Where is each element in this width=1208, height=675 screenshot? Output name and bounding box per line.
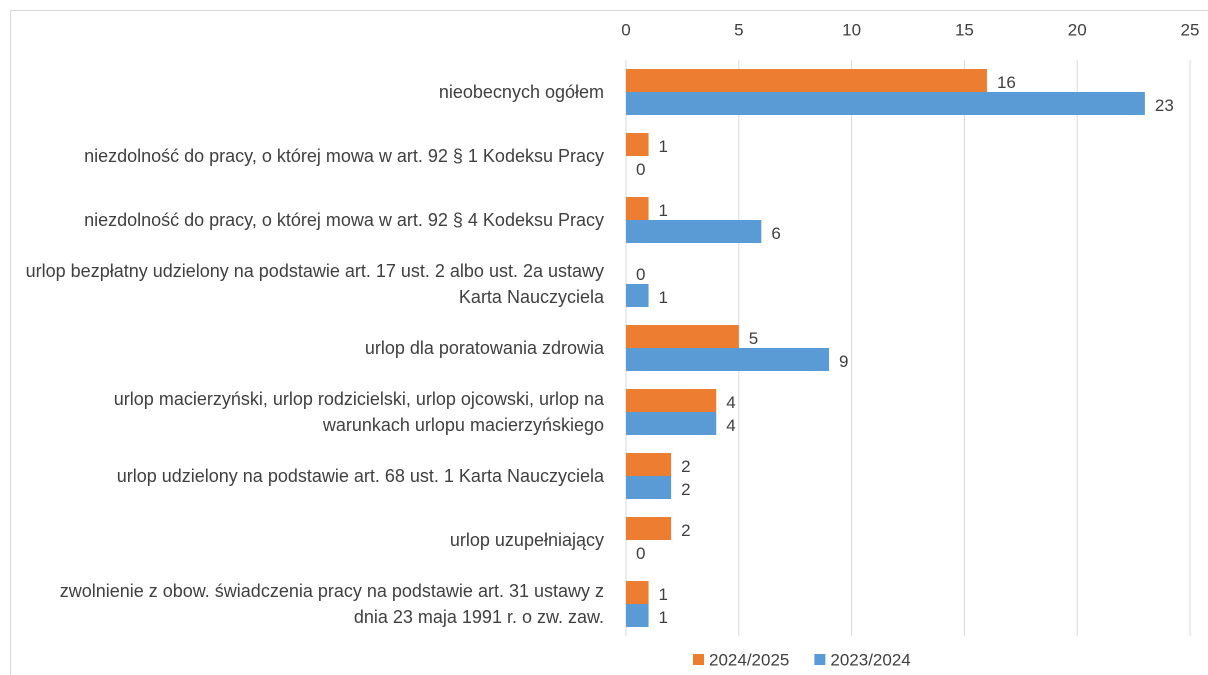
x-tick-label: 25 <box>1181 20 1200 39</box>
value-label: 1 <box>659 608 668 627</box>
category-label: urlop udzielony na podstawie art. 68 ust… <box>116 466 604 486</box>
bar <box>626 133 649 156</box>
legend-label: 2024/2025 <box>709 650 789 669</box>
value-label: 4 <box>726 393 735 412</box>
value-label: 5 <box>749 329 758 348</box>
legend-swatch <box>693 654 704 665</box>
legend-label: 2023/2024 <box>830 650 910 669</box>
category-label: nieobecnych ogółem <box>438 82 604 102</box>
bar <box>626 69 987 92</box>
bar <box>626 604 649 627</box>
value-label: 2 <box>681 521 690 540</box>
category-label: urlop bezpłatny udzielony na podstawie a… <box>25 261 604 307</box>
bar <box>626 325 739 348</box>
bar <box>626 92 1145 115</box>
category-label: zwolnienie z obow. świadczenia pracy na … <box>59 581 604 627</box>
value-label: 2 <box>681 457 690 476</box>
bar <box>626 220 762 243</box>
value-label: 0 <box>636 265 645 284</box>
x-tick-label: 15 <box>955 20 974 39</box>
value-label: 0 <box>636 544 645 563</box>
value-label: 2 <box>681 480 690 499</box>
x-tick-label: 5 <box>734 20 743 39</box>
bar <box>626 412 717 435</box>
category-label: niezdolność do pracy, o której mowa w ar… <box>84 210 604 230</box>
x-tick-label: 10 <box>842 20 861 39</box>
value-label: 6 <box>771 224 780 243</box>
bar <box>626 581 649 604</box>
legend-swatch <box>814 654 826 665</box>
x-tick-label: 20 <box>1068 20 1087 39</box>
category-label: urlop uzupełniający <box>449 530 604 550</box>
bar <box>626 284 649 307</box>
bar <box>626 389 717 412</box>
bar <box>626 453 672 476</box>
value-label: 1 <box>659 288 668 307</box>
bar <box>626 348 830 371</box>
x-tick-label: 0 <box>621 20 630 39</box>
value-label: 23 <box>1155 96 1174 115</box>
chart-frame <box>10 10 1208 675</box>
bar <box>626 476 672 499</box>
category-label: urlop dla poratowania zdrowia <box>364 338 604 358</box>
value-label: 1 <box>659 201 668 220</box>
value-label: 16 <box>997 73 1016 92</box>
value-label: 9 <box>839 352 848 371</box>
bar <box>626 517 672 540</box>
value-label: 0 <box>636 160 645 179</box>
bar <box>626 197 649 220</box>
category-label: urlop macierzyński, urlop rodzicielski, … <box>113 389 604 435</box>
value-label: 1 <box>659 585 668 604</box>
value-label: 1 <box>659 137 668 156</box>
value-label: 4 <box>726 416 735 435</box>
category-label: niezdolność do pracy, o której mowa w ar… <box>84 146 604 166</box>
